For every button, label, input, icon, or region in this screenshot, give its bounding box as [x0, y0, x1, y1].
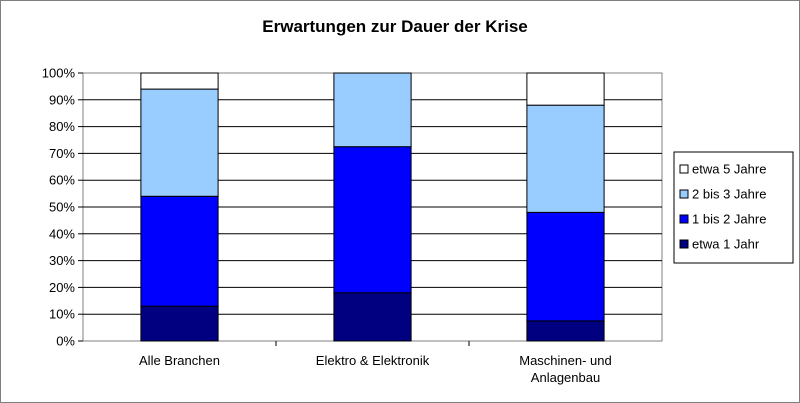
bar-segment — [526, 72, 605, 106]
bar-segment — [526, 211, 605, 322]
bar-segment — [140, 305, 219, 342]
legend-label: etwa 1 Jahr — [692, 237, 760, 252]
category-label: Elektro & Elektronik — [316, 353, 430, 368]
y-axis-ticks: 0% 10% 20% 30% 40% 50% 60% 70% 80% 90% 100% — [42, 66, 83, 349]
legend-label: 2 bis 3 Jahre — [692, 187, 766, 202]
legend-swatch — [679, 214, 689, 224]
bar-segment — [140, 195, 219, 307]
y-tick-label: 90% — [49, 92, 75, 107]
y-tick-label: 100% — [42, 66, 76, 81]
y-tick-label: 20% — [49, 280, 75, 295]
x-axis-categories: Alle Branchen Elektro & Elektronik Maschin… — [139, 341, 612, 385]
category-label: Alle Branchen — [139, 353, 220, 368]
legend-label: 1 bis 2 Jahre — [692, 212, 766, 227]
legend-swatch — [679, 164, 689, 174]
y-tick-label: 60% — [49, 173, 75, 188]
y-tick-label: 0% — [56, 334, 75, 349]
bar-segment — [526, 104, 605, 213]
category-label: Anlagenbau — [531, 370, 600, 385]
y-tick-label: 10% — [49, 307, 75, 322]
bar-segment — [140, 72, 219, 90]
category-label: Maschinen- und — [519, 353, 612, 368]
bar-segment — [333, 146, 412, 294]
chart-title: Erwartungen zur Dauer der Krise — [262, 17, 527, 36]
legend-box — [673, 151, 794, 264]
legend-swatch — [679, 239, 689, 249]
legend-swatch — [679, 189, 689, 199]
legend-label: etwa 5 Jahre — [692, 162, 766, 177]
bar-segment — [140, 88, 219, 197]
bars — [140, 72, 605, 342]
y-tick-label: 70% — [49, 146, 75, 161]
bar-segment — [333, 72, 412, 148]
y-tick-label: 30% — [49, 253, 75, 268]
bar-segment — [333, 292, 412, 342]
y-tick-label: 40% — [49, 226, 75, 241]
legend: etwa 5 Jahre 2 bis 3 Jahre 1 bis 2 Jahre et… — [673, 151, 794, 264]
bar-segment — [526, 320, 605, 342]
y-tick-label: 50% — [49, 200, 75, 215]
y-tick-label: 80% — [49, 119, 75, 134]
